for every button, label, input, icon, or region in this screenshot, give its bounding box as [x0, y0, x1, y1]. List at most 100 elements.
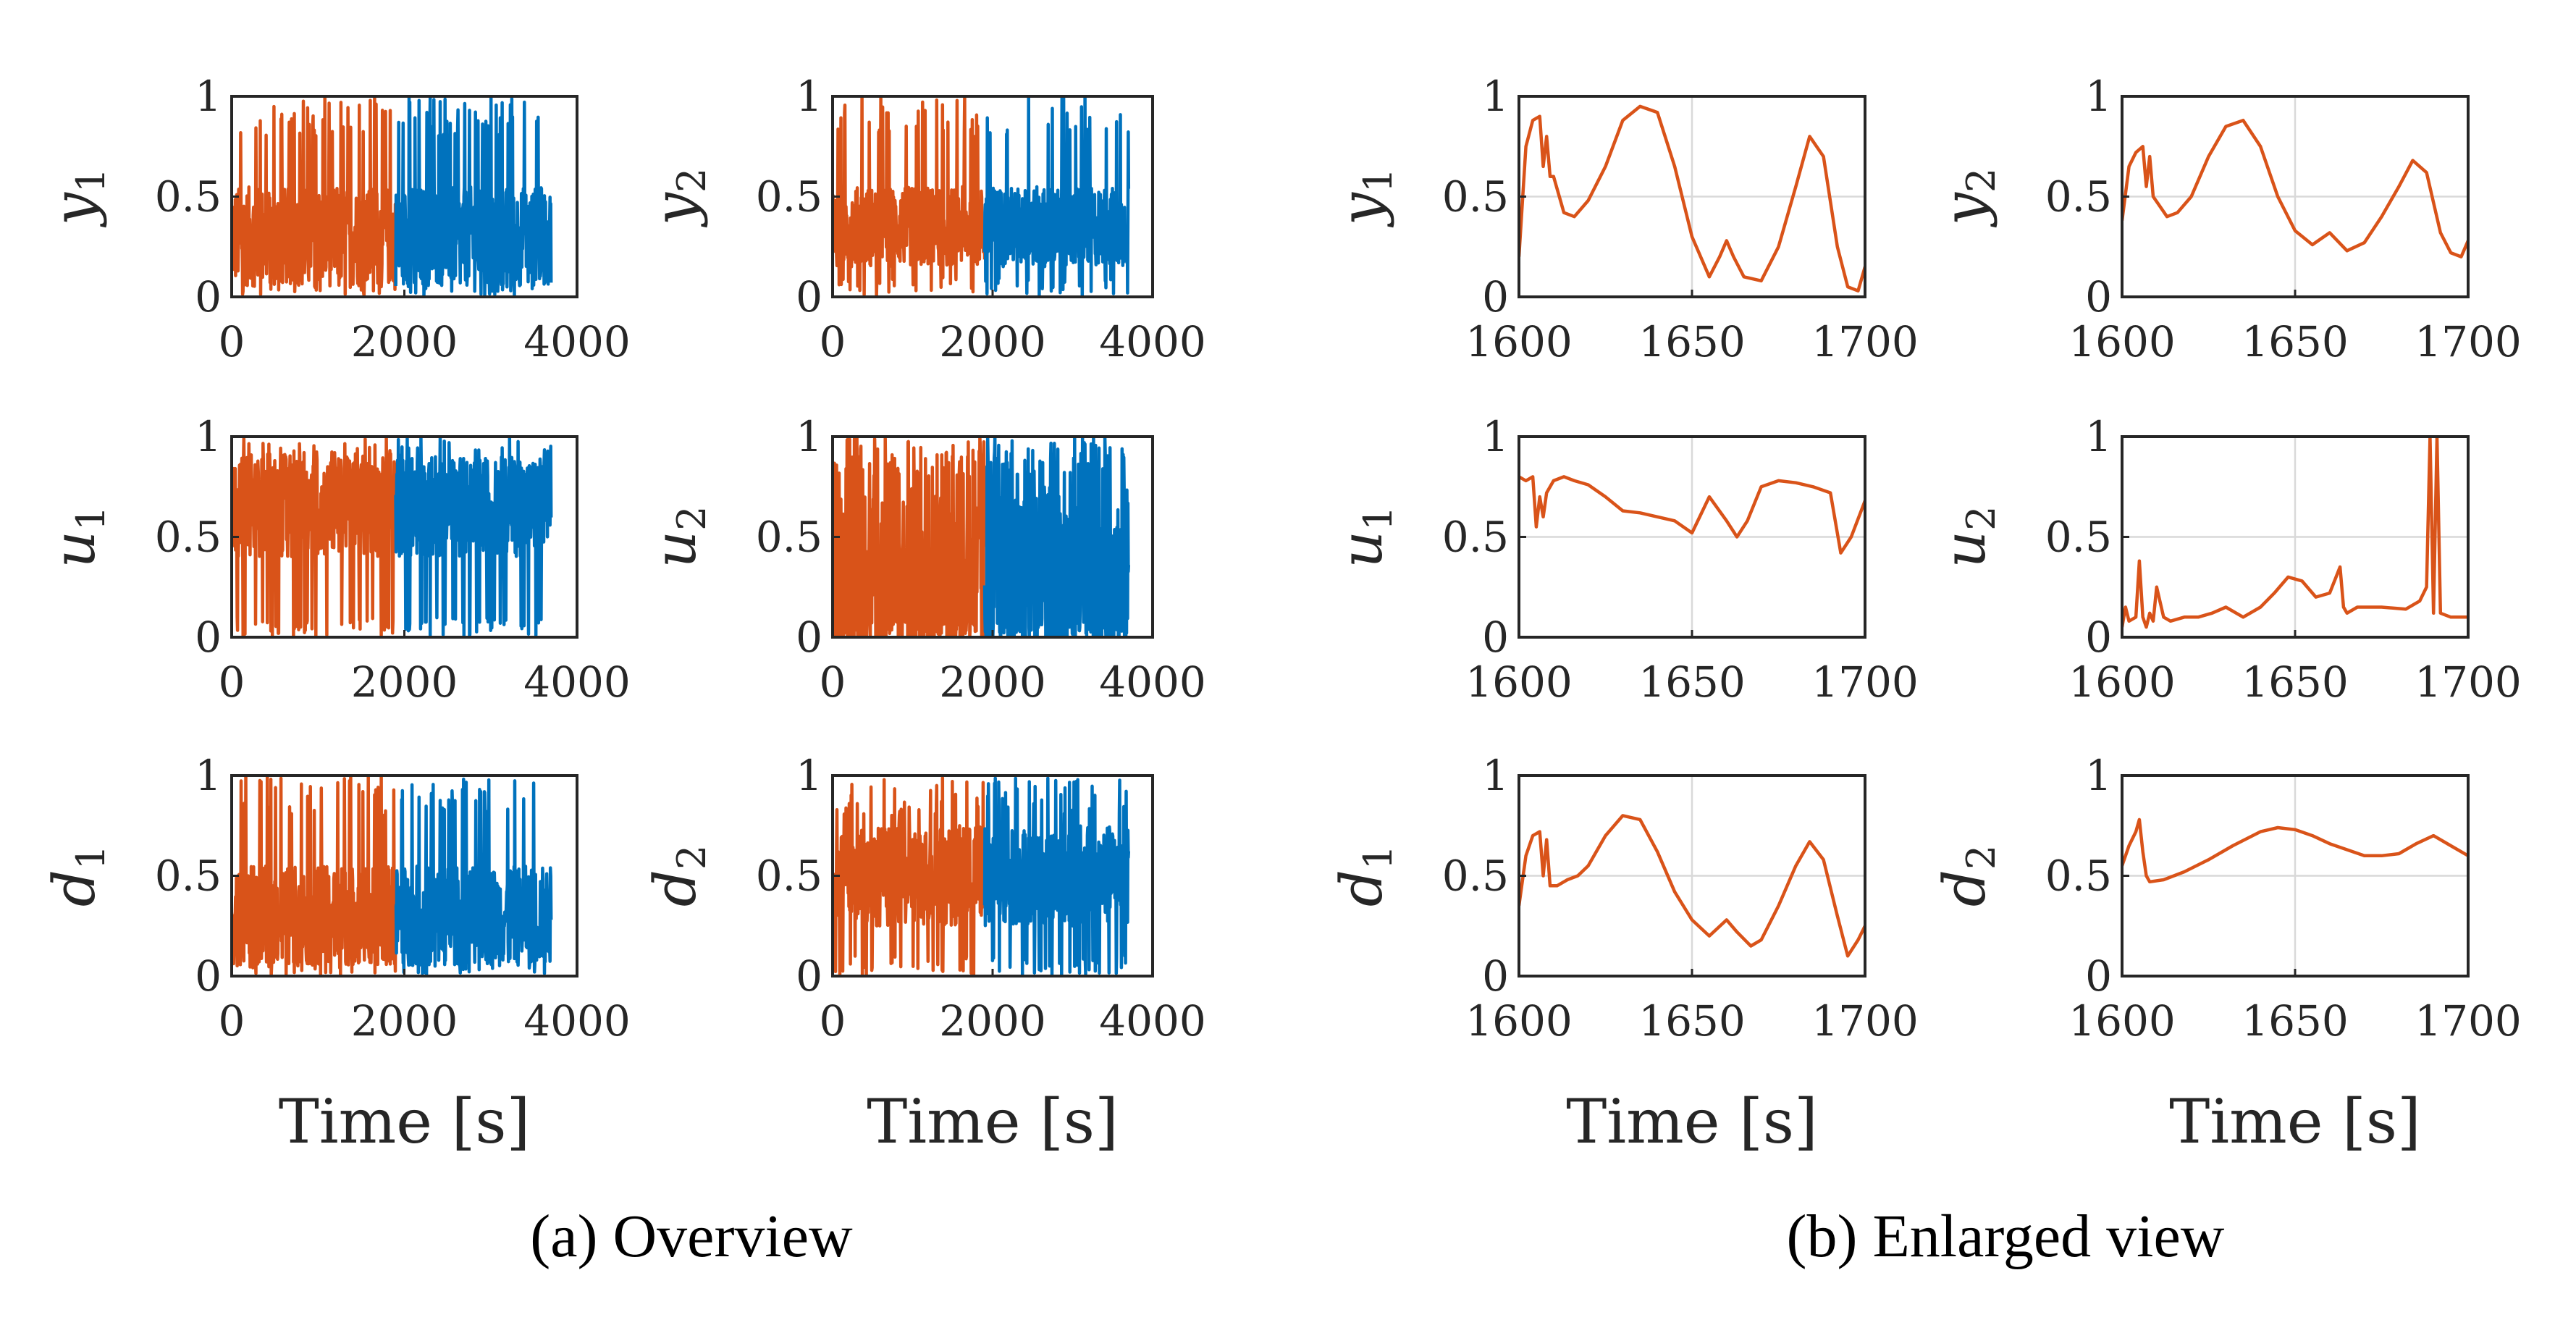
x-tick-label: 2000: [939, 996, 1046, 1046]
y-tick-label: 1: [796, 72, 822, 121]
x-tick-label: 1700: [1811, 996, 1919, 1046]
x-tick-label: 1650: [1638, 317, 1746, 366]
subplot-ov-y1: 0 2000 4000 0 0.5 1 y1: [41, 72, 631, 366]
x-tick-label: 4000: [1099, 996, 1206, 1046]
y-tick-label: 0.5: [2045, 513, 2112, 562]
series-line-en-d1: [1519, 814, 1865, 958]
y-tick-label: 0: [195, 272, 222, 321]
x-tick-label: 2000: [351, 996, 458, 1046]
x-tick-label: 4000: [523, 317, 631, 366]
y-tick-label: 0: [796, 272, 822, 321]
x-axis-label: Time [s]: [2169, 1086, 2421, 1157]
x-tick-label: 0: [820, 657, 846, 707]
x-axis-label: Time [s]: [279, 1086, 531, 1157]
series-segment-ov-y2-test: [982, 96, 1131, 297]
x-tick-label: 1650: [2242, 657, 2349, 707]
series-segment-ov-u1-train: [232, 437, 397, 637]
series-segment-ov-d1-test: [394, 777, 553, 976]
series-segment-ov-y1-test: [394, 96, 553, 297]
y-tick-label: 0: [2085, 951, 2112, 1001]
y-tick-label: 0.5: [1442, 852, 1509, 901]
series-segment-ov-u1-test: [394, 437, 553, 637]
x-tick-label: 0: [820, 317, 846, 366]
x-tick-label: 4000: [523, 996, 631, 1046]
subplot-ov-d2: 0 2000 4000 0 0.5 1 d2 Time [s]: [641, 751, 1206, 1157]
y-tick-label: 0.5: [1442, 172, 1509, 222]
y-tick-label: 0: [1482, 272, 1509, 321]
x-tick-label: 1700: [1811, 657, 1919, 707]
x-tick-label: 1650: [1638, 657, 1746, 707]
y-tick-label: 0.5: [756, 513, 822, 562]
y-axis-label: y1: [41, 168, 114, 228]
y-tick-label: 0: [2085, 613, 2112, 662]
subplot-ov-y2: 0 2000 4000 0 0.5 1 y2: [641, 72, 1206, 366]
y-tick-label: 1: [2085, 72, 2112, 121]
y-tick-label: 0.5: [756, 852, 822, 901]
subplot-ov-u1: 0 2000 4000 0 0.5 1 u1: [41, 412, 631, 707]
subplot-en-u1: 1600 1650 1700 0 0.5 1 u1: [1328, 412, 1919, 707]
x-tick-label: 1650: [2242, 996, 2349, 1046]
y-tick-label: 0: [2085, 272, 2112, 321]
x-tick-label: 1700: [2415, 657, 2522, 707]
x-tick-label: 2000: [351, 657, 458, 707]
y-tick-label: 1: [796, 412, 822, 461]
x-tick-label: 1600: [2068, 657, 2176, 707]
y-tick-label: 1: [195, 412, 222, 461]
series-segment-ov-d1-train: [232, 775, 397, 976]
x-tick-label: 1700: [2415, 317, 2522, 366]
y-tick-label: 0.5: [756, 172, 822, 222]
x-tick-label: 1650: [1638, 996, 1746, 1046]
subplot-ov-d1: 0 2000 4000 0 0.5 1 d1 Time [s]: [41, 751, 631, 1157]
x-tick-label: 1600: [1465, 317, 1573, 366]
y-tick-label: 1: [195, 72, 222, 121]
y-axis-label: y2: [641, 168, 715, 228]
x-tick-label: 1600: [1465, 996, 1573, 1046]
y-tick-label: 0.5: [2045, 852, 2112, 901]
x-tick-label: 2000: [939, 317, 1046, 366]
series-segment-ov-u2-test: [982, 437, 1131, 637]
y-tick-label: 0: [1482, 951, 1509, 1001]
y-tick-label: 0.5: [155, 513, 222, 562]
x-tick-label: 0: [219, 996, 245, 1046]
subplot-ov-u2: 0 2000 4000 0 0.5 1 u2: [641, 412, 1206, 707]
x-tick-label: 1600: [2068, 996, 2176, 1046]
x-tick-label: 1650: [2242, 317, 2349, 366]
subplot-en-u2: 1600 1650 1700 0 0.5 1 u2: [1931, 412, 2522, 707]
y-axis-label: u2: [1931, 506, 2004, 568]
series-segment-ov-d2-train: [833, 775, 987, 976]
x-tick-label: 4000: [1099, 657, 1206, 707]
y-axis-label: d1: [1328, 845, 1401, 907]
y-tick-label: 0: [1482, 613, 1509, 662]
y-axis-label: d2: [1931, 845, 2004, 907]
y-axis-label: d1: [41, 845, 114, 907]
x-tick-label: 0: [219, 657, 245, 707]
caption-enlarged: (b) Enlarged view: [1787, 1203, 2225, 1270]
y-tick-label: 1: [195, 751, 222, 800]
x-tick-label: 1700: [1811, 317, 1919, 366]
y-axis-label: y2: [1931, 168, 2004, 228]
y-axis-label: y1: [1328, 168, 1401, 228]
y-tick-label: 0.5: [1442, 513, 1509, 562]
y-tick-label: 1: [1482, 412, 1509, 461]
y-tick-label: 1: [1482, 72, 1509, 121]
series-line-en-u1: [1519, 475, 1865, 555]
x-tick-label: 4000: [523, 657, 631, 707]
y-tick-label: 0: [195, 951, 222, 1001]
series-segment-ov-y2-train: [833, 96, 987, 297]
y-tick-label: 0: [195, 613, 222, 662]
series-segment-ov-y1-train: [232, 96, 397, 297]
subplot-en-y1: 1600 1650 1700 0 0.5 1 y1: [1328, 72, 1919, 366]
series-line-en-u2: [2122, 437, 2468, 629]
x-tick-label: 2000: [351, 317, 458, 366]
x-tick-label: 0: [820, 996, 846, 1046]
x-tick-label: 1600: [2068, 317, 2176, 366]
y-axis-label: u1: [1328, 506, 1401, 568]
y-axis-label: d2: [641, 845, 715, 907]
subplot-grid: 0 2000 4000 0 0.5 1 y1 0 2000 4000 0 0.5 1 y2 0 2000 400…: [41, 72, 2522, 1157]
y-tick-label: 1: [2085, 751, 2112, 800]
y-tick-label: 1: [796, 751, 822, 800]
y-tick-label: 0.5: [2045, 172, 2112, 222]
y-tick-label: 0.5: [155, 172, 222, 222]
x-tick-label: 1700: [2415, 996, 2522, 1046]
